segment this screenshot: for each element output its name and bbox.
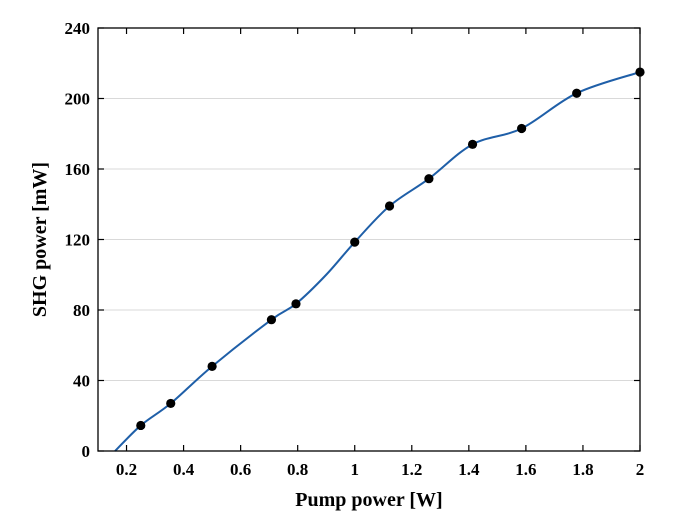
data-point — [136, 420, 146, 431]
x-tick-label: 1.4 — [458, 460, 480, 479]
y-tick-label: 120 — [65, 231, 91, 250]
data-point — [572, 88, 582, 98]
y-tick-label: 80 — [73, 301, 90, 320]
data-point — [207, 361, 217, 371]
data-point — [384, 201, 395, 211]
ticks — [98, 27, 641, 452]
data-point — [166, 398, 176, 409]
y-tick-labels: 0 40 80 120 160 200 240 — [65, 19, 91, 461]
x-tick-label: 0.2 — [116, 460, 137, 479]
data-point — [467, 139, 478, 149]
x-tick-label: 0.8 — [287, 460, 308, 479]
x-tick-label: 1 — [350, 460, 359, 479]
x-tick-label: 2 — [636, 460, 645, 479]
x-tick-label: 1.2 — [401, 460, 422, 479]
y-tick-label: 160 — [65, 160, 91, 179]
x-tick-label: 1.8 — [572, 460, 593, 479]
x-tick-label: 0.4 — [173, 460, 195, 479]
data-point — [424, 174, 434, 184]
data-point — [350, 237, 360, 247]
data-point — [517, 123, 527, 134]
data-point — [291, 299, 301, 309]
data-point — [266, 315, 277, 325]
y-tick-label: 40 — [73, 372, 90, 391]
y-tick-label: 240 — [65, 19, 91, 38]
y-axis-label: SHG power [mW] — [29, 162, 51, 317]
grid — [98, 98, 640, 381]
x-tick-label: 0.6 — [230, 460, 251, 479]
x-tick-label: 1.6 — [515, 460, 536, 479]
x-tick-labels: 0.2 0.4 0.6 0.8 1 1.2 1.4 1.6 1.8 2 — [116, 460, 644, 479]
y-tick-label: 0 — [82, 442, 91, 461]
x-axis-label: Pump power [W] — [295, 489, 442, 511]
y-tick-label: 200 — [65, 90, 91, 109]
